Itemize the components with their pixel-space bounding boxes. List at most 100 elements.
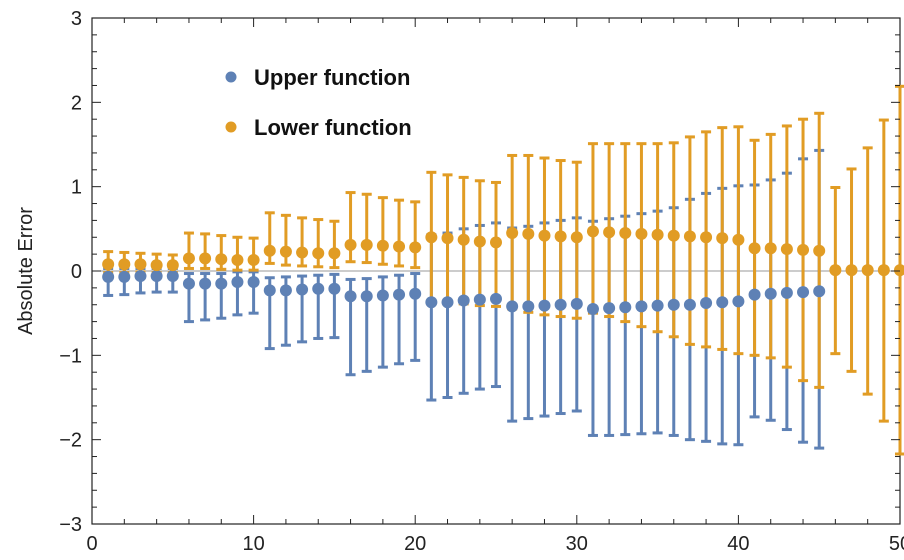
series-1-point [344,290,357,303]
series-1-point [586,302,599,315]
series-2-point [441,232,454,245]
x-tick-label: 0 [86,533,97,555]
series-2-point [182,252,195,265]
series-1-point [506,300,519,313]
series-1-point [700,297,713,310]
series-1-point [150,270,163,283]
series-2-point [683,230,696,243]
series-1-point [134,270,147,283]
series-1-point [651,299,664,312]
series-1-point [683,298,696,311]
series-1-point [780,286,793,299]
series-1-point [457,294,470,307]
series-1-point [635,300,648,313]
series-1-point [425,296,438,309]
series-1-point [732,295,745,308]
series-1-point [490,292,502,305]
series-2-point [134,258,147,271]
series-1-point [554,298,567,311]
series-1-point [619,301,632,314]
series-1-point [328,282,341,295]
series-2-point [570,231,583,244]
series-2-point [845,264,858,277]
y-tick-label: 3 [71,8,82,30]
series-1-point [473,293,486,306]
series-1-point [118,270,131,283]
series-1-point [393,288,406,301]
y-tick-label: 0 [71,261,82,283]
series-1-point [312,282,325,295]
series-1-point [376,289,389,302]
series-1-point [231,275,244,288]
error-bars [103,84,904,456]
series-1-point [667,298,680,311]
series-1-point [166,270,179,283]
series-2-point [700,231,713,244]
series-2-point [376,239,389,252]
series-1-point [716,296,729,309]
series-2-point [312,247,325,260]
x-tick-label: 40 [727,533,749,555]
series-1-point [296,283,309,296]
tick-labels: 0 10 20 30 40 50 −3 −2 −1 0 1 2 3 [59,8,904,555]
series-2-point [473,235,486,248]
series-2-point [829,264,842,277]
series-2-point [247,254,260,267]
series-1-point [247,275,260,288]
series-2-point [716,232,729,245]
series-2-point [328,247,341,260]
series-2-point [425,231,438,244]
y-tick-label: 1 [71,177,82,199]
series-1-point [409,287,422,300]
x-tick-label: 20 [404,533,426,555]
x-tick-label: 10 [242,533,264,555]
series-2-point [506,227,519,240]
series-2-point [296,246,309,259]
series-2-point [538,229,551,242]
series-1-point [764,287,777,300]
series-2-point [748,242,761,255]
legend-label-1: Upper function [254,65,410,90]
series-2-point [102,258,115,271]
series-2-point [215,253,228,266]
series-2-point [118,258,131,271]
legend-marker-1 [225,71,237,83]
data-points [102,225,904,315]
series-1-point [182,277,195,290]
series-2-point [360,238,373,251]
series-1-point [360,290,373,303]
series-1-point [813,285,826,298]
series-1-point [102,270,115,283]
series-2-point [797,243,810,256]
legend-label-2: Lower function [254,115,412,140]
series-2-point [344,238,357,251]
y-tick-label: −2 [59,430,82,452]
y-tick-label: −1 [59,345,82,367]
series-1-point [441,296,454,309]
series-1-point [522,300,535,313]
series-2-point [635,227,648,240]
series-2-point [732,233,745,246]
series-2-point [780,243,793,256]
series-1-point [199,277,212,290]
x-tick-label: 50 [889,533,904,555]
y-axis-title: Absolute Error [15,207,37,335]
series-2-point [263,244,276,257]
series-2-point [150,259,163,272]
series-1-point [603,302,616,315]
series-2-point [409,241,422,254]
series-2-point [586,225,599,238]
legend: Upper function Lower function [225,65,412,140]
series-1-point [797,286,810,299]
series-2-point [199,252,212,265]
series-2-point [554,230,567,243]
series-2-point [457,233,470,246]
series-2-point [279,245,292,258]
series-2-point [490,236,502,249]
axis-ticks [91,17,901,525]
y-tick-label: −3 [59,514,82,536]
series-1-point [570,297,583,310]
series-2-point [861,264,874,277]
series-2-point [764,242,777,255]
